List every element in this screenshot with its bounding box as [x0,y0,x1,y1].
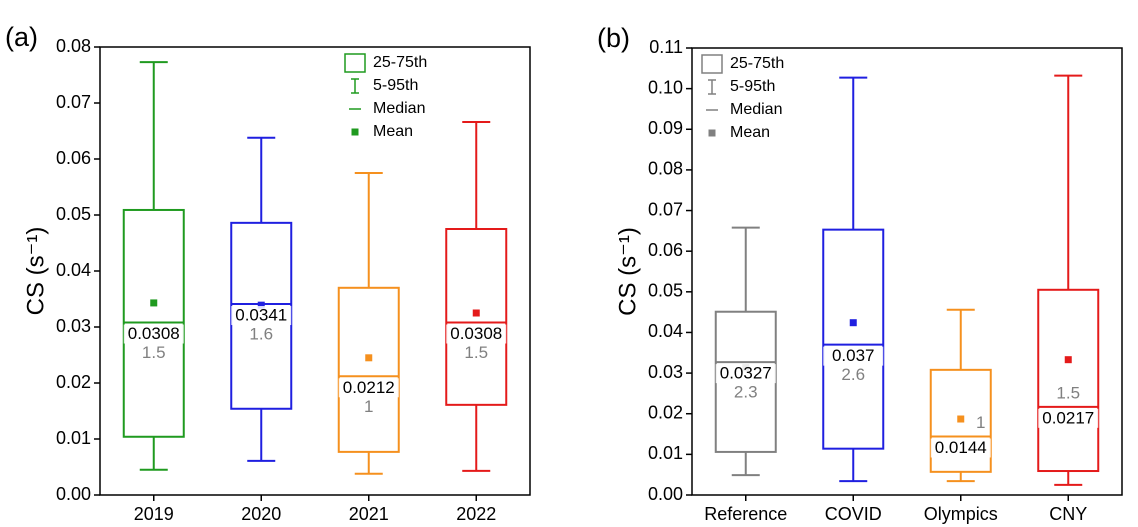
y-tick-label: 0.08 [648,159,683,179]
box [1037,288,1100,473]
y-tick-label: 0.06 [648,240,683,260]
x-tick-label: 2022 [456,504,496,524]
median-label: 0.0212 [343,378,395,397]
x-tick-label: 2021 [349,504,389,524]
x-tick-label: Reference [704,504,787,524]
label-bg [823,346,884,366]
y-tick-label: 0.06 [56,148,91,168]
ratio-label: 1.5 [464,343,488,362]
ratio-label: 1.6 [249,325,273,344]
mean-marker [957,415,965,423]
x-tick-label: 2019 [134,504,174,524]
legend-label: Mean [373,123,413,140]
legend-mean-icon [351,128,359,136]
y-tick-label: 0.07 [56,92,91,112]
y-tick-label: 0.05 [648,281,683,301]
y-axis-label: CS (s⁻¹) [22,227,49,316]
panel-label: (b) [597,23,630,53]
legend-box-icon [701,54,723,74]
box [822,228,885,450]
median-label: 0.0308 [450,324,502,343]
label-bg [231,306,292,326]
legend-label: 5-95th [373,77,418,94]
ratio-label: 1 [976,413,985,432]
label-bg [715,364,776,384]
ratio-label: 1 [364,397,373,416]
median-label: 0.0327 [720,364,772,383]
y-tick-label: 0.04 [56,260,91,280]
label-bg [446,324,507,344]
mean-marker [257,301,265,309]
y-tick-label: 0.09 [648,118,683,138]
legend-box-icon [344,53,366,73]
ratio-label: 1.5 [142,343,166,362]
y-tick-label: 0.05 [56,204,91,224]
x-tick-label: 2020 [241,504,281,524]
y-tick-label: 0.01 [56,428,91,448]
label-bg [338,378,399,398]
median-label: 0.0308 [128,324,180,343]
y-tick-label: 0.00 [648,484,683,504]
legend-mean-icon [708,129,716,137]
mean-marker [150,299,158,307]
y-tick-label: 0.01 [648,443,683,463]
y-tick-label: 0.07 [648,199,683,219]
y-tick-label: 0.03 [56,316,91,336]
plot-frame [691,47,1123,496]
legend-label: 25-75th [373,54,427,71]
y-tick-label: 0.04 [648,321,683,341]
legend-label: 25-75th [730,55,784,72]
y-tick-label: 0.08 [56,36,91,56]
ratio-label: 2.6 [841,365,865,384]
x-tick-label: Olympics [924,504,998,524]
label-bg [930,438,991,458]
mean-marker [849,319,857,327]
ratio-label: 2.3 [734,383,758,402]
box [929,368,992,473]
panel-label: (a) [5,22,38,52]
median-label: 0.0341 [235,306,287,325]
label-bg [123,324,184,344]
mean-marker [365,354,373,362]
mean-marker [1064,356,1072,364]
legend-label: 5-95th [730,78,775,95]
y-tick-label: 0.11 [649,37,683,57]
legend-label: Median [730,101,782,118]
x-tick-label: CNY [1049,504,1087,524]
y-tick-label: 0.02 [56,372,91,392]
mean-marker [472,309,480,317]
median-label: 0.0144 [935,438,987,457]
median-label: 0.0217 [1042,408,1094,427]
box [337,286,400,453]
x-tick-label: COVID [825,504,882,524]
ratio-label: 1.5 [1056,383,1080,402]
y-tick-label: 0.03 [648,362,683,382]
legend-label: Mean [730,124,770,141]
y-axis-label: CS (s⁻¹) [614,227,641,316]
label-bg [1038,408,1099,428]
y-tick-label: 0.02 [648,402,683,422]
y-tick-label: 0.00 [56,484,91,504]
plot-frame [99,46,531,496]
y-tick-label: 0.10 [648,77,683,97]
median-label: 0.037 [832,346,875,365]
box [445,228,508,406]
legend-label: Median [373,100,425,117]
